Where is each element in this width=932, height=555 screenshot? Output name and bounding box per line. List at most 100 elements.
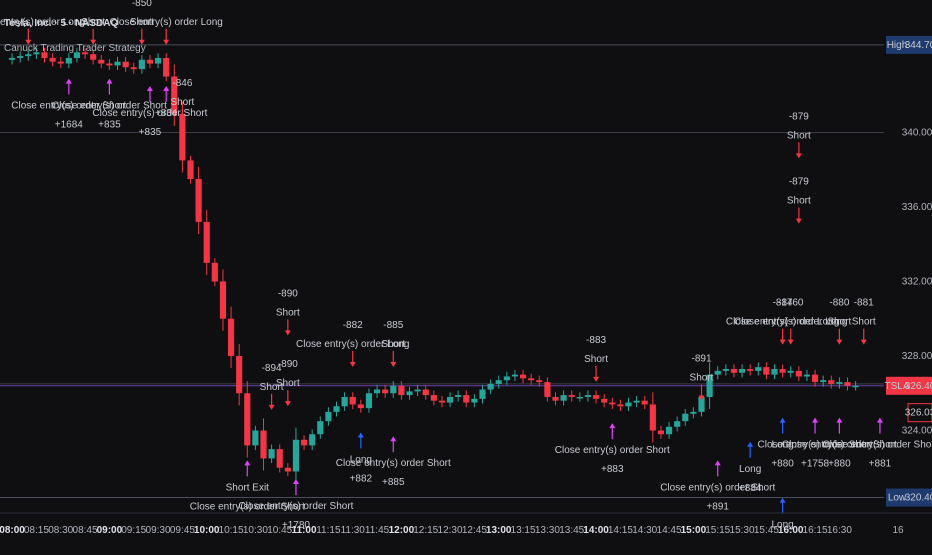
x-tick-label: 14:45 [657,525,682,536]
trade-label: Close entry(s) order Short [11,101,126,112]
down-arrow-icon [698,395,705,401]
candle [471,398,478,403]
strategy-label[interactable]: Canuck Trading Trader Strategy [4,43,146,54]
candle [674,421,681,427]
x-tick-label: 14:00 [583,525,609,536]
candle [203,221,210,263]
down-arrow-icon [138,39,145,45]
trade-label: -884 [773,298,793,309]
candle [528,378,535,381]
candle [138,59,145,70]
up-arrow-icon [106,78,113,84]
y-tick-label: 340.00 [902,127,932,138]
down-arrow-icon [179,119,186,125]
candle [690,411,697,414]
up-arrow-icon [163,86,170,92]
candle [406,391,413,396]
x-tick-label: 16:30 [827,525,852,536]
down-arrow-icon [268,404,275,410]
up-arrow-icon [357,432,364,438]
trade-label: Short [827,317,851,328]
candle [333,406,340,412]
down-arrow-icon [779,339,786,345]
trade-label: -880 [829,298,849,309]
prev-price-value: 326.03 [905,408,932,419]
x-tick-label: 15:45 [754,525,779,536]
candle [544,382,551,397]
trade-label: +882 [350,473,373,484]
trade-label: -879 [789,111,809,122]
down-arrow-icon [163,39,170,45]
trade-label: -882 [343,320,363,331]
x-tick-label: 08:30 [48,525,73,536]
candle [617,404,624,407]
trade-label: +885 [382,477,405,488]
candle [576,396,583,399]
candle [641,400,648,405]
candle [649,404,656,431]
trade-label: Short [81,17,105,28]
badge-bg [886,488,908,507]
candle [154,57,162,64]
x-tick-label: 16:00 [778,525,804,536]
down-arrow-icon [795,218,802,224]
x-tick-label: 13:30 [535,525,560,536]
trade-label: Close entry(s) order Short [92,108,207,119]
trade-label: Long [350,454,372,465]
candle [625,402,632,407]
candle [560,395,567,401]
candle [738,369,746,373]
trade-label: -894 [262,363,282,374]
up-arrow-icon [390,436,397,442]
x-tick-label: 11:15 [316,525,341,536]
x-tick-label: 16:15 [803,525,828,536]
candle [284,467,291,472]
trade-label: Close entry(s) order Long [0,17,85,28]
x-tick-label: 08:15 [24,525,49,536]
candle [309,434,316,446]
candle [122,61,129,68]
candle [179,113,186,161]
up-arrow-icon [714,460,721,466]
up-arrow-icon [244,460,251,466]
candle [349,396,356,405]
trade-label: -1760 [778,298,804,309]
trade-label: Close entry(s) order Long [726,317,839,328]
x-tick-label: 13:00 [486,525,512,536]
candle [795,370,802,377]
x-tick-label: 14:30 [632,525,657,536]
y-tick-label: 336.00 [902,202,932,213]
badge-bg [908,376,932,395]
trade-label: +1780 [282,520,311,531]
candle [341,396,348,407]
candle [601,398,608,403]
candle [73,52,81,58]
badge-bg [908,488,932,507]
trade-label: Long [771,440,793,451]
y-tick-label: 328.00 [902,351,932,362]
down-arrow-icon [284,401,291,407]
trade-label: Close entry(s) order Long [734,317,847,328]
candle [592,395,600,399]
prev-price-badge [907,403,932,423]
low-badge-value: 320.40 [905,493,932,504]
trade-label: Close entry(s) order Long [296,339,409,350]
x-tick-label: 10:30 [243,525,268,536]
up-arrow-icon [812,417,819,423]
trade-label: -846 [172,78,192,89]
up-arrow-icon [65,78,72,84]
x-tick-label: 13:15 [511,525,536,536]
candle [536,380,543,383]
candle [146,59,154,64]
trade-label: Close entry(s) order Short [190,501,305,512]
candle [65,57,72,64]
up-arrow-icon [836,417,843,423]
x-tick-label: 15:15 [705,525,730,536]
candle [657,430,665,435]
candle [57,61,64,64]
badge-bg [908,35,932,54]
trade-label: -881 [854,298,874,309]
